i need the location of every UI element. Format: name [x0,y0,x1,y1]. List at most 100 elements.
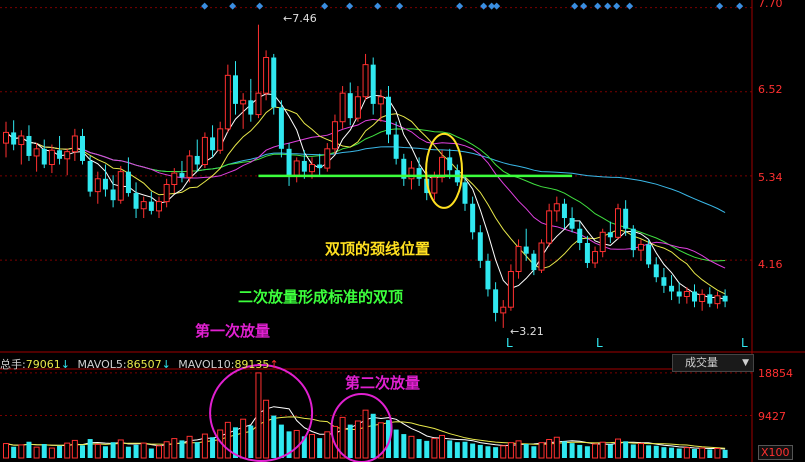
volume-bar [538,442,545,459]
volume-bar-series [3,372,728,459]
candle-body [18,135,25,146]
event-marker [201,2,209,10]
volume-bar [707,449,713,458]
candle-body [546,210,553,244]
volume-bar [324,431,331,459]
volume-bar [615,438,621,459]
candle-body [553,203,560,212]
candle-body [41,148,47,165]
volume-bar [263,399,270,459]
volume-bar [599,441,606,459]
volume-bar [584,446,590,458]
volume-info-bar: 总手:79061↓ MAVOL5:86507↓ MAVOL10:89135↑ [0,358,279,371]
candle-body [661,277,667,286]
volume-bar [507,442,514,459]
volume-bar [485,446,491,458]
volume-bar [493,447,499,458]
volume-bar [18,444,25,459]
event-marker [626,2,634,10]
volume-bar [148,448,154,458]
volume-unit-label: X100 [758,445,793,460]
volume-bar [94,443,101,459]
volume-bar [41,444,47,458]
volume-bar [3,443,9,459]
candle-body [722,295,728,302]
event-marker [396,2,404,10]
volume-bar [33,446,40,459]
low-marker: L [506,336,513,350]
volume-bar [577,444,583,458]
volume-bar [278,424,284,458]
candle-body [324,148,331,169]
volume-indicator-dropdown[interactable]: 成交量 ▼ [672,354,754,372]
double-top-annotation: 二次放量形成标准的双顶 [238,288,404,306]
second-volume-circle [330,393,393,462]
volume-bar [692,448,697,458]
event-marker [604,2,612,10]
candle-body [607,232,613,238]
candle-body [293,160,300,176]
volume-bar [531,446,537,458]
candle-body [683,291,690,297]
candle-body [233,75,238,104]
volume-bar [186,435,193,459]
candle-body [133,193,139,209]
volume-bar [553,436,560,459]
candle-body [48,149,55,166]
volume-bar [561,441,567,458]
candle-body [637,243,644,251]
event-marker [480,2,488,10]
volume-bar [339,416,346,459]
first-volume-annotation: 第一次放量 [195,322,271,340]
volume-bar [210,437,216,458]
volume-bar [224,421,231,459]
candle-body [354,96,361,119]
candle-body [271,57,277,108]
candle-body [255,92,262,116]
event-marker [229,2,237,10]
event-marker [736,2,744,10]
low-marker: L [596,336,603,350]
candle-body [707,294,713,304]
volume-bar [630,444,636,458]
neckline-break-ellipse [425,132,464,209]
candle-body [263,57,270,94]
second-volume-annotation: 第二次放量 [345,374,421,392]
volume-bar [722,449,728,458]
volume-bar [140,442,147,459]
candle-body [669,285,675,292]
candle-body [416,168,422,179]
candle-body [592,251,599,264]
volume-bar [179,440,185,458]
volume-bar [163,441,170,459]
volume-bar [194,442,200,458]
candle-body [110,189,116,201]
mavol5-label: MAVOL5: [77,358,127,371]
high-price-value: 7.46 [292,12,317,25]
event-marker [456,2,464,10]
volume-bar [87,439,93,458]
volume-bar [354,420,361,459]
low-price-value: 3.21 [519,325,544,338]
candle-body [408,167,415,180]
candle-body [386,96,391,135]
ma60-line [5,132,726,214]
volume-bar [386,420,391,458]
volume-bar [347,424,353,458]
volume-bar [676,448,682,458]
candle-body [630,228,636,251]
candle-body [87,160,93,192]
volume-tick-label: 18854 [758,367,793,380]
candle-body [507,271,514,308]
volume-bar [424,440,430,458]
volume-bar [248,425,254,458]
indicator-label: 成交量 [685,356,718,369]
volume-bar [408,435,415,459]
candle-body [64,151,71,160]
volume-bar [125,446,131,458]
candle-body [217,128,224,151]
candle-body [80,135,85,161]
candle-body [599,231,606,253]
total-volume-label: 总手: [0,358,26,371]
